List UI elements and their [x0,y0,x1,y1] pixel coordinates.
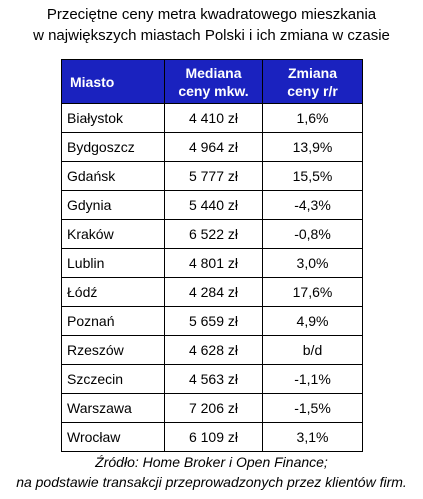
city-cell: Lublin [61,248,165,278]
table-row: Gdańsk 5 777 zł 15,5% [61,161,363,191]
price-cell: 5 777 zł [164,161,263,191]
header-change-line-2: ceny r/r [287,82,338,99]
price-cell: 4 628 zł [164,335,263,365]
price-cell: 4 563 zł [164,364,263,394]
city-cell: Szczecin [61,364,165,394]
table-row: Gdynia 5 440 zł -4,3% [61,190,363,220]
source-note: Źródło: Home Broker i Open Finance; na p… [0,452,423,492]
table-row: Rzeszów 4 628 zł b/d [61,335,363,365]
header-city: Miasto [61,59,165,104]
source-line-1: Źródło: Home Broker i Open Finance; [95,454,328,470]
city-cell: Poznań [61,306,165,336]
change-cell: -1,5% [262,393,363,423]
city-cell: Rzeszów [61,335,165,365]
header-city-label: Miasto [70,73,115,90]
price-cell: 4 410 zł [164,103,263,133]
table-header-row: Miasto Mediana ceny mkw. Zmiana ceny r/r [61,59,363,104]
table-body: Białystok 4 410 zł 1,6% Bydgoszcz 4 964 … [61,103,363,452]
change-cell: 13,9% [262,132,363,162]
chart-title: Przeciętne ceny metra kwadratowego miesz… [0,4,423,46]
price-cell: 6 109 zł [164,422,263,452]
city-cell: Łódź [61,277,165,307]
change-cell: 17,6% [262,277,363,307]
table-row: Łódź 4 284 zł 17,6% [61,277,363,307]
change-cell: -4,3% [262,190,363,220]
city-cell: Gdańsk [61,161,165,191]
price-table: Miasto Mediana ceny mkw. Zmiana ceny r/r… [61,59,363,452]
table-row: Lublin 4 801 zł 3,0% [61,248,363,278]
header-price: Mediana ceny mkw. [164,59,263,104]
change-cell: -0,8% [262,219,363,249]
table-row: Białystok 4 410 zł 1,6% [61,103,363,133]
price-cell: 4 284 zł [164,277,263,307]
table-row: Warszawa 7 206 zł -1,5% [61,393,363,423]
change-cell: -1,1% [262,364,363,394]
table-row: Poznań 5 659 zł 4,9% [61,306,363,336]
change-cell: 3,1% [262,422,363,452]
header-price-line-2: ceny mkw. [178,82,249,99]
price-cell: 7 206 zł [164,393,263,423]
price-cell: 6 522 zł [164,219,263,249]
city-cell: Bydgoszcz [61,132,165,162]
city-cell: Gdynia [61,190,165,220]
table-row: Bydgoszcz 4 964 zł 13,9% [61,132,363,162]
change-cell: 3,0% [262,248,363,278]
header-change: Zmiana ceny r/r [262,59,363,104]
table-row: Szczecin 4 563 zł -1,1% [61,364,363,394]
change-cell: 4,9% [262,306,363,336]
chart-title-line-1: Przeciętne ceny metra kwadratowego miesz… [46,6,377,23]
change-cell: 1,6% [262,103,363,133]
change-cell: 15,5% [262,161,363,191]
change-cell: b/d [262,335,363,365]
table-row: Wrocław 6 109 zł 3,1% [61,422,363,452]
city-cell: Wrocław [61,422,165,452]
city-cell: Kraków [61,219,165,249]
price-cell: 4 801 zł [164,248,263,278]
source-line-2: na podstawie transakcji przeprowadzonych… [16,474,407,490]
header-price-line-1: Mediana [185,64,242,81]
header-change-line-1: Zmiana [287,64,337,81]
price-cell: 5 440 zł [164,190,263,220]
city-cell: Białystok [61,103,165,133]
table-row: Kraków 6 522 zł -0,8% [61,219,363,249]
chart-title-line-2: w największych miastach Polski i ich zmi… [33,27,390,44]
price-cell: 4 964 zł [164,132,263,162]
city-cell: Warszawa [61,393,165,423]
price-cell: 5 659 zł [164,306,263,336]
